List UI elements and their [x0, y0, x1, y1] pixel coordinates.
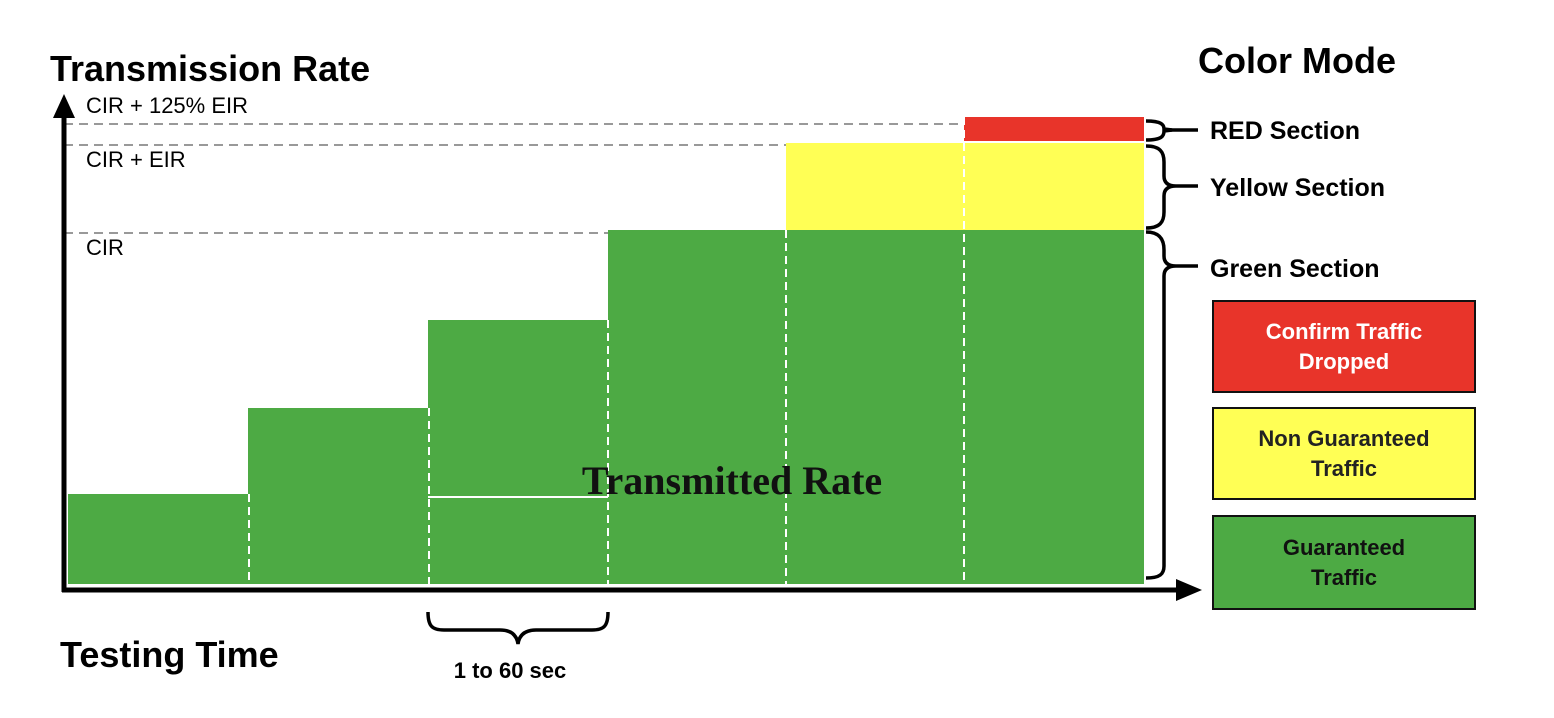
transmitted-rate-label: Transmitted Rate [582, 458, 882, 503]
step-duration-label: 1 to 60 sec [454, 658, 567, 683]
step-4-green [608, 230, 786, 584]
legend-red-box: Confirm Traffic Dropped [1212, 300, 1476, 393]
step-1-green [68, 494, 248, 584]
green-section-label: Green Section [1210, 255, 1380, 283]
yellow-section-brace [1145, 144, 1177, 230]
step-5-green [786, 230, 964, 584]
step-separators [248, 117, 965, 584]
color-mode-title: Color Mode [1198, 40, 1396, 81]
step-6-yellow [964, 143, 1144, 230]
level-label-cir-eir: CIR + EIR [86, 147, 186, 172]
legend-green-box: Guaranteed Traffic [1212, 515, 1476, 610]
step-2-green [248, 408, 428, 584]
yellow-section-label: Yellow Section [1210, 174, 1385, 202]
red-section-label: RED Section [1210, 117, 1360, 145]
step-duration-brace [426, 611, 610, 645]
green-section-brace [1145, 230, 1177, 580]
x-axis-title: Testing Time [60, 634, 279, 675]
step-5-yellow [786, 143, 964, 230]
legend-yellow-box: Non Guaranteed Traffic [1212, 407, 1476, 500]
step-6-green [964, 230, 1144, 584]
level-label-cir: CIR [86, 235, 124, 260]
y-axis-title: Transmission Rate [50, 48, 370, 89]
step-6-red [964, 117, 1144, 141]
level-label-cir-125-eir: CIR + 125% EIR [86, 93, 248, 118]
y-axis-arrowhead [53, 94, 75, 118]
x-axis-arrowhead [1176, 579, 1202, 601]
step-3-green [428, 320, 608, 584]
